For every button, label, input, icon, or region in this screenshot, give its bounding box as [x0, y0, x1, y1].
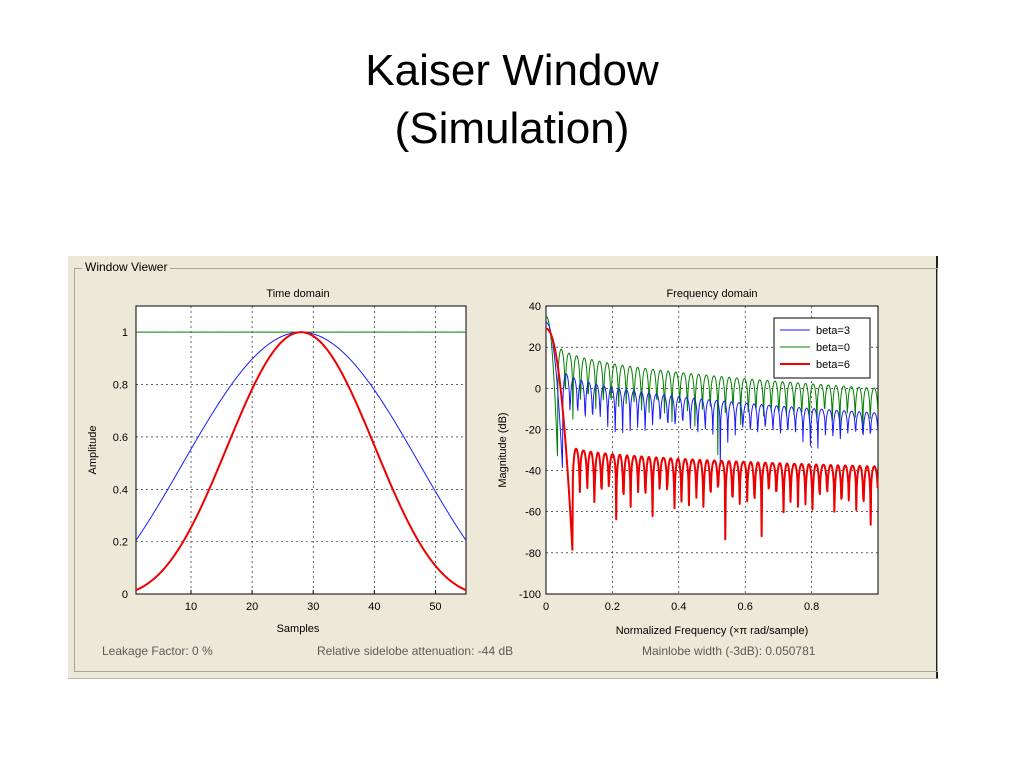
window-viewer-frame	[74, 268, 938, 672]
freq-series-line	[545, 327, 879, 551]
plots-canvas: Time domain 10 20 30 40 50 0 0.2 0.4 0.6 0.8 1 Sam…	[87, 288, 879, 637]
mainlobe-width-text: Mainlobe width (-3dB): 0.050781	[642, 644, 816, 658]
frequency-domain-ylabel: Magnitude (dB)	[497, 412, 509, 487]
frequency-domain-legend[interactable]: beta=3 beta=0 beta=6	[773, 317, 871, 379]
leakage-factor-text: Leakage Factor: 0 %	[102, 644, 213, 658]
frequency-domain-chart[interactable]: Frequency domain 0 0.2 0.4 0.6 0.8 -100 -80 -60…	[497, 288, 879, 637]
frequency-domain-grid	[546, 306, 878, 594]
legend-label: beta=3	[816, 325, 850, 337]
frequency-domain-xlabel: Normalized Frequency (×π rad/sample)	[616, 625, 809, 637]
window-viewer-label: Window Viewer	[82, 260, 171, 274]
legend-label: beta=6	[816, 359, 850, 371]
freq-xtick-label: 0.2	[605, 601, 620, 613]
freq-ytick-label: -20	[525, 424, 541, 436]
time-domain-title: Time domain	[266, 288, 329, 300]
freq-ytick-label: 0	[535, 383, 541, 395]
time-xtick-label: 50	[429, 601, 441, 613]
freq-xtick-label: 0.4	[671, 601, 686, 613]
time-series-line	[135, 331, 467, 592]
time-ytick-label: 1	[122, 327, 128, 339]
time-domain-ticks: 10 20 30 40 50 0 0.2 0.4 0.6 0.8 1	[113, 327, 442, 613]
freq-ytick-label: 40	[529, 301, 541, 313]
freq-xtick-label: 0.8	[804, 601, 819, 613]
freq-series-line	[545, 321, 879, 468]
freq-ytick-label: -40	[525, 466, 541, 478]
legend-label: beta=0	[816, 342, 850, 354]
time-domain-axes	[135, 305, 467, 595]
freq-series-line	[545, 315, 879, 457]
freq-ytick-label: -80	[525, 548, 541, 560]
time-ytick-label: 0.8	[113, 380, 128, 392]
time-xtick-label: 30	[307, 601, 319, 613]
time-ytick-label: 0.2	[113, 537, 128, 549]
slide-title-line1: Kaiser Window	[365, 46, 659, 95]
sidelobe-attenuation-text: Relative sidelobe attenuation: -44 dB	[317, 644, 514, 658]
window-viewer-panel: Window Viewer Time domain 10 20 30 40 50 0 0.2…	[68, 256, 938, 679]
time-ytick-label: 0.6	[113, 432, 128, 444]
frequency-domain-title: Frequency domain	[666, 288, 757, 300]
time-ytick-label: 0.4	[113, 484, 128, 496]
time-domain-ylabel: Amplitude	[87, 426, 99, 475]
time-xtick-label: 10	[185, 601, 197, 613]
time-domain-chart[interactable]: Time domain 10 20 30 40 50 0 0.2 0.4 0.6 0.8 1 Sam…	[87, 288, 467, 635]
frequency-domain-series	[545, 315, 879, 551]
freq-xtick-label: 0.6	[738, 601, 753, 613]
legend-box	[773, 317, 871, 379]
frequency-domain-ticks: 0 0.2 0.4 0.6 0.8 -100 -80 -60 -40 -20 0 20 40	[519, 301, 819, 613]
freq-ytick-label: -60	[525, 507, 541, 519]
time-domain-series	[135, 331, 467, 592]
freq-ytick-label: -100	[519, 589, 541, 601]
time-xtick-label: 20	[246, 601, 258, 613]
time-ytick-label: 0	[122, 589, 128, 601]
time-domain-xlabel: Samples	[277, 623, 320, 635]
freq-ytick-label: 20	[529, 342, 541, 354]
time-xtick-label: 40	[368, 601, 380, 613]
freq-xtick-label: 0	[543, 601, 549, 613]
slide-title-line2: (Simulation)	[394, 104, 630, 153]
